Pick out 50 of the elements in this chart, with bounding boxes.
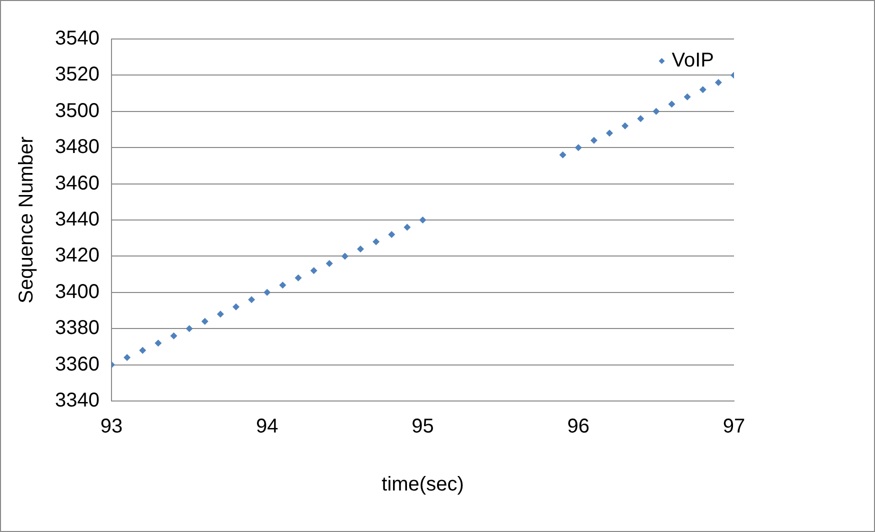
x-tick-label: 94 bbox=[256, 416, 278, 438]
point bbox=[279, 282, 286, 289]
legend-label: VoIP bbox=[672, 50, 714, 72]
point bbox=[232, 303, 240, 310]
y-tick-label: 3400 bbox=[54, 280, 100, 303]
point bbox=[186, 325, 193, 332]
point bbox=[606, 130, 613, 137]
point bbox=[356, 245, 364, 252]
x-tick-label: 96 bbox=[567, 416, 590, 438]
y-tick-label: 3520 bbox=[54, 64, 100, 86]
point bbox=[668, 100, 676, 108]
point bbox=[341, 252, 348, 260]
x-tick-label: 95 bbox=[412, 416, 434, 438]
point bbox=[574, 144, 582, 152]
point bbox=[699, 86, 706, 94]
y-tick-label: 3440 bbox=[54, 208, 100, 231]
y-tick-label: 3420 bbox=[54, 244, 100, 267]
y-tick-label: 3540 bbox=[54, 28, 100, 50]
x-tick-label: 93 bbox=[100, 416, 123, 438]
point bbox=[248, 296, 256, 304]
y-tick-label: 3500 bbox=[54, 100, 100, 122]
point bbox=[388, 230, 396, 238]
point bbox=[714, 78, 722, 86]
point bbox=[139, 346, 146, 354]
point bbox=[201, 318, 208, 325]
point bbox=[684, 93, 691, 100]
point bbox=[637, 115, 644, 122]
point bbox=[559, 151, 566, 158]
point bbox=[372, 238, 380, 246]
point bbox=[170, 332, 178, 340]
y-axis-title: Sequence Number bbox=[16, 136, 38, 304]
point bbox=[154, 340, 162, 347]
x-tick-label: 97 bbox=[722, 416, 746, 438]
point bbox=[294, 274, 302, 282]
point bbox=[326, 260, 333, 267]
y-tick-label: 3360 bbox=[54, 353, 100, 376]
point bbox=[216, 310, 224, 318]
y-tick-label: 3460 bbox=[54, 172, 100, 194]
y-tick-label: 3380 bbox=[54, 317, 100, 340]
point bbox=[419, 216, 426, 224]
point bbox=[404, 224, 411, 231]
y-tick-label: 3340 bbox=[54, 390, 100, 412]
x-axis-title: time(sec) bbox=[382, 474, 464, 496]
point bbox=[310, 267, 318, 274]
y-tick-label: 3480 bbox=[54, 136, 100, 158]
point bbox=[124, 354, 131, 362]
point bbox=[622, 122, 629, 130]
point bbox=[264, 288, 271, 296]
point bbox=[652, 108, 660, 115]
point bbox=[590, 136, 598, 144]
